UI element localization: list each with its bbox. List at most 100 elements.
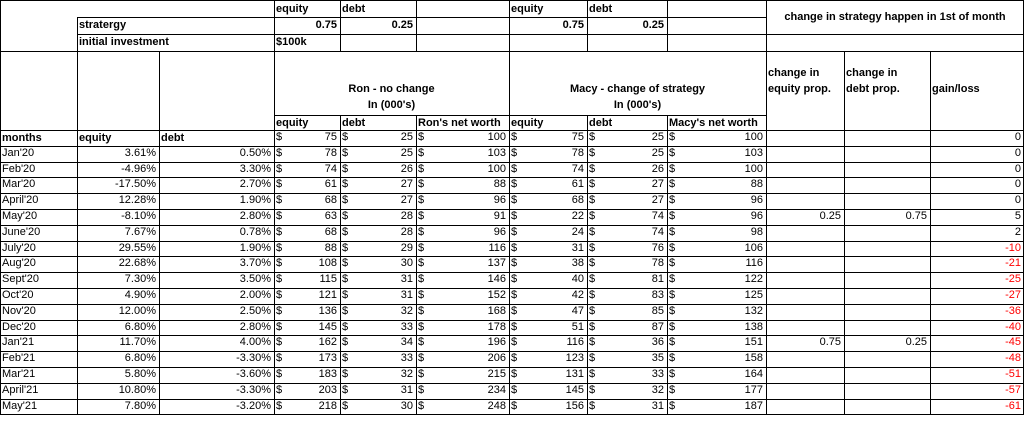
cell-ron-eq[interactable]: 68 xyxy=(324,194,337,207)
cell-debt[interactable]: 0.78% xyxy=(239,225,271,238)
cell-macy-net[interactable]: 187 xyxy=(744,399,763,412)
cell-ron-debt[interactable]: 33 xyxy=(400,320,413,333)
change-strategy-note[interactable]: change in strategy happen in 1st of mont… xyxy=(784,11,1006,23)
cell-macy-eq[interactable]: 40 xyxy=(571,273,584,286)
cell-eq[interactable]: -17.50% xyxy=(115,178,156,191)
cell-month[interactable]: May'20 xyxy=(2,210,38,222)
cell-ron-net[interactable]: 234 xyxy=(487,383,506,396)
cell-macy-eq[interactable]: 74 xyxy=(571,162,584,175)
cell-gain[interactable]: -40 xyxy=(1005,320,1021,333)
cell-ron-eq[interactable]: 162 xyxy=(318,336,337,349)
cell-ron-eq[interactable]: 75 xyxy=(324,131,337,143)
cell-ron-eq[interactable]: 88 xyxy=(324,241,337,254)
cell-macy-net[interactable]: 96 xyxy=(750,210,763,222)
cell-gain[interactable]: -10 xyxy=(1005,241,1021,254)
cell-macy-net[interactable]: 100 xyxy=(744,162,763,175)
col-ron-debt[interactable]: debt xyxy=(342,117,366,129)
cell-macy-debt[interactable]: 74 xyxy=(651,225,664,238)
cell-debt[interactable]: 2.70% xyxy=(239,178,271,191)
cell-ron-debt[interactable]: 28 xyxy=(400,225,413,238)
cell-ron-eq[interactable]: 78 xyxy=(324,146,337,159)
col-macy-equity[interactable]: equity xyxy=(511,117,544,129)
cell-eq[interactable]: 4.90% xyxy=(124,289,156,301)
cell-eq[interactable]: 10.80% xyxy=(118,383,156,396)
macy-group-title[interactable]: Macy - change of strategy xyxy=(569,83,706,95)
cell-macy-eq[interactable]: 68 xyxy=(571,194,584,207)
cell-ron-net[interactable]: 100 xyxy=(487,162,506,175)
cell-gain[interactable]: 5 xyxy=(1014,210,1021,222)
cell-macy-debt[interactable]: 74 xyxy=(651,210,664,222)
cell-macy-debt[interactable]: 25 xyxy=(651,131,664,143)
cell-debt[interactable]: 1.90% xyxy=(239,241,271,254)
cell-eq[interactable]: 5.80% xyxy=(124,368,156,380)
cell-ron-net[interactable]: 96 xyxy=(493,225,506,238)
cell-gain[interactable]: 2 xyxy=(1014,225,1021,238)
cell-macy-eq[interactable]: 47 xyxy=(571,304,584,317)
cell-ron-debt[interactable]: 32 xyxy=(400,368,413,380)
cell-macy-net[interactable]: 98 xyxy=(750,225,763,238)
cell-ron-net[interactable]: 248 xyxy=(487,399,506,412)
cell-gain[interactable]: 0 xyxy=(1014,178,1021,191)
cell-macy-debt[interactable]: 36 xyxy=(651,336,664,349)
cell-macy-eq[interactable]: 42 xyxy=(571,289,584,301)
col-ron-net-worth[interactable]: Ron's net worth xyxy=(418,117,501,129)
cell-macy-eq[interactable]: 38 xyxy=(571,257,584,270)
cell-debt[interactable]: -3.30% xyxy=(236,383,271,396)
cell-macy-net[interactable]: 103 xyxy=(744,146,763,159)
cell-month[interactable]: July'20 xyxy=(2,241,36,254)
cell-debt[interactable]: -3.60% xyxy=(236,368,271,380)
cell-ch-debt[interactable]: 0.25 xyxy=(905,336,927,349)
cell-macy-debt[interactable]: 83 xyxy=(651,289,664,301)
cell-month[interactable]: Jan'21 xyxy=(2,336,35,349)
cell-ron-debt[interactable]: 32 xyxy=(400,304,413,317)
cell-debt[interactable]: 2.50% xyxy=(239,304,271,317)
cell-ron-net[interactable]: 100 xyxy=(487,131,506,143)
cell-macy-debt[interactable]: 85 xyxy=(651,304,664,317)
col-equity-return[interactable]: equity xyxy=(79,132,112,144)
cell-gain[interactable]: -25 xyxy=(1005,273,1021,286)
cell-macy-eq[interactable]: 131 xyxy=(565,368,584,380)
cell-macy-debt[interactable]: 25 xyxy=(651,146,664,159)
cell-gain[interactable]: 0 xyxy=(1014,146,1021,159)
cell-ron-debt[interactable]: 29 xyxy=(400,241,413,254)
cell-macy-debt[interactable]: 76 xyxy=(651,241,664,254)
cell-month[interactable]: April'21 xyxy=(2,383,39,396)
cell-gain[interactable]: -57 xyxy=(1005,383,1021,396)
cell-macy-debt[interactable]: 78 xyxy=(651,257,664,270)
cell-ch-debt[interactable]: 0.75 xyxy=(905,210,927,222)
cell-month[interactable]: Aug'20 xyxy=(2,257,36,270)
cell-macy-debt[interactable]: 26 xyxy=(651,162,664,175)
cell-eq[interactable]: 7.80% xyxy=(124,399,156,412)
cell-ron-eq[interactable]: 218 xyxy=(318,399,337,412)
cell-macy-eq[interactable]: 123 xyxy=(565,352,584,365)
cell-month[interactable]: Mar'20 xyxy=(2,178,36,191)
cell-debt[interactable]: -3.20% xyxy=(236,399,271,412)
cell-ron-eq[interactable]: 136 xyxy=(318,304,337,317)
cell-ron-debt[interactable]: 25 xyxy=(400,131,413,143)
cell-ron-net[interactable]: 178 xyxy=(487,320,506,333)
ron-strategy-debt[interactable]: 0.25 xyxy=(391,19,413,31)
col-debt-return[interactable]: debt xyxy=(161,132,185,144)
cell-gain[interactable]: 0 xyxy=(1014,162,1021,175)
cell-ron-net[interactable]: 152 xyxy=(487,289,506,301)
cell-ch-eq[interactable]: 0.75 xyxy=(819,336,841,349)
cell-eq[interactable]: 11.70% xyxy=(119,336,157,349)
cell-macy-eq[interactable]: 61 xyxy=(571,178,584,191)
col-macy-debt[interactable]: debt xyxy=(589,117,613,129)
cell-eq[interactable]: 6.80% xyxy=(124,320,156,333)
cell-debt[interactable]: 2.00% xyxy=(239,289,271,301)
cell-ron-debt[interactable]: 27 xyxy=(400,194,413,207)
cell-ron-eq[interactable]: 68 xyxy=(324,225,337,238)
cell-macy-eq[interactable]: 22 xyxy=(571,210,584,222)
cell-macy-debt[interactable]: 27 xyxy=(651,178,664,191)
cell-macy-net[interactable]: 88 xyxy=(750,178,763,191)
cell-month[interactable]: Nov'20 xyxy=(2,304,36,317)
cell-ron-debt[interactable]: 31 xyxy=(400,383,413,396)
col-months[interactable]: months xyxy=(2,132,42,144)
cell-debt[interactable]: 1.90% xyxy=(239,194,271,207)
cell-macy-eq[interactable]: 116 xyxy=(566,336,584,349)
ron-group-subtitle[interactable]: In (000's) xyxy=(367,99,416,111)
cell-month[interactable]: Sept'20 xyxy=(2,273,39,286)
cell-ron-debt[interactable]: 34 xyxy=(400,336,413,349)
ron-alloc-debt-header[interactable]: debt xyxy=(342,3,366,15)
